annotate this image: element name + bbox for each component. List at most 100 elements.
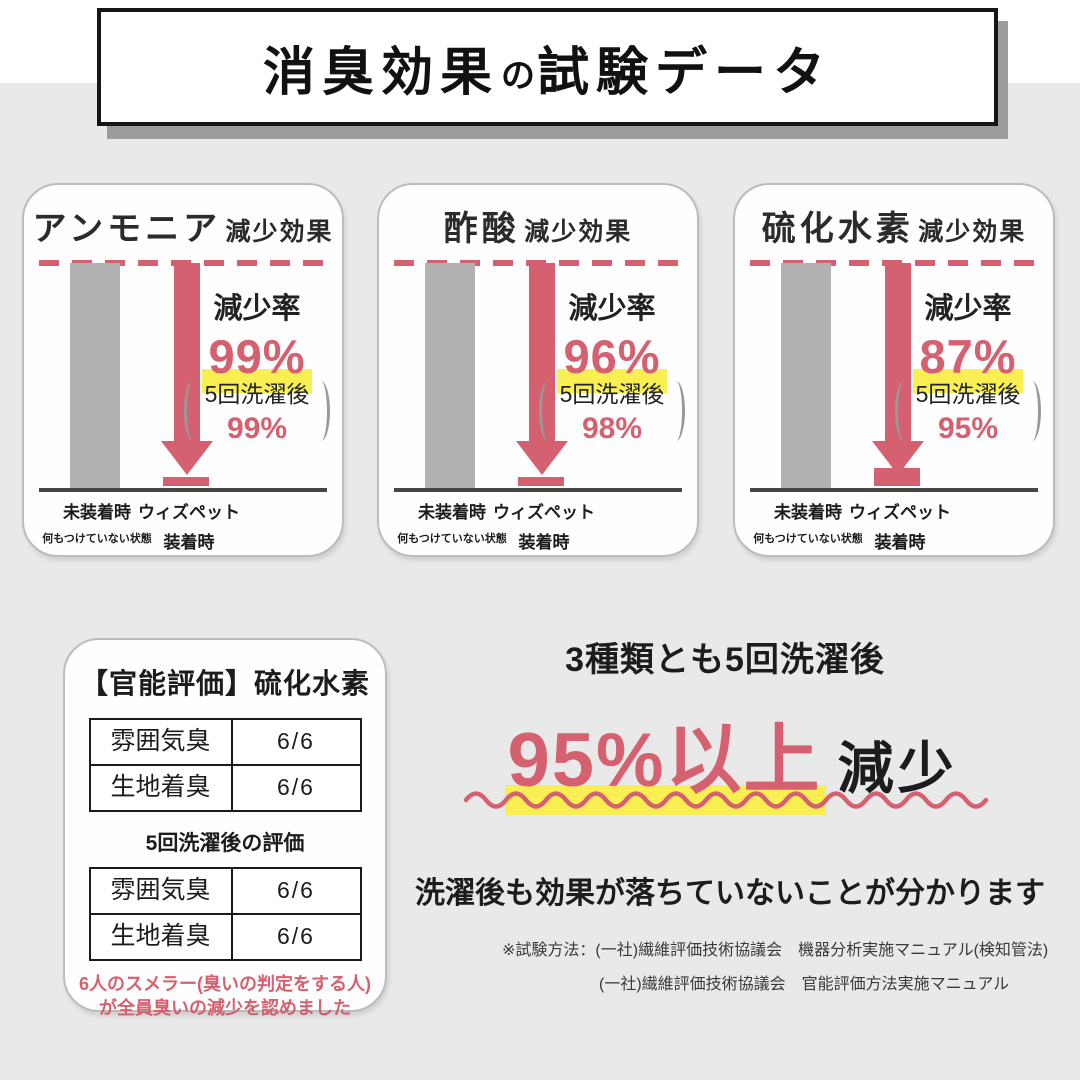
row-label: 生地着臭 — [91, 915, 233, 959]
bar-after — [874, 468, 920, 486]
after-wash-value: 98% — [581, 412, 643, 445]
chart-title-main: 酢酸 — [443, 210, 520, 248]
rate-block: 減少率 99% — [174, 285, 340, 393]
chart-title-suffix: 減少効果 — [524, 218, 633, 246]
table-row: 生地着臭 6/6 — [90, 764, 360, 810]
sensory-note: 6人のスメラー(臭いの判定をする人) が全員臭いの減少を認めました — [65, 972, 385, 1020]
x-label-before: 未装着時 何もつけていない状態 — [34, 498, 160, 546]
summary-big-black: 減少 — [837, 737, 958, 800]
x-label-after-main: ウィズペット — [849, 503, 951, 522]
row-value: 6/6 — [277, 923, 315, 949]
rate-value-text: 96% — [563, 330, 661, 383]
bar-after — [518, 477, 564, 486]
rate-block: 減少率 87% — [885, 285, 1051, 393]
sensory-note-line1: 6人のスメラー(臭いの判定をする人) — [79, 974, 371, 994]
right-paren-icon — [312, 380, 331, 441]
after-wash-label: 5回洗濯後 — [559, 381, 665, 407]
x-label-before: 未装着時 何もつけていない状態 — [389, 498, 515, 546]
chart-title-suffix: 減少効果 — [918, 218, 1027, 246]
after-wash-label: 5回洗濯後 — [915, 381, 1021, 407]
rate-value: 99% — [202, 329, 312, 393]
rate-label: 減少率 — [213, 293, 301, 325]
after-wash-inner: 5回洗濯後 95% — [916, 375, 1021, 446]
rate-label: 減少率 — [924, 293, 1012, 325]
bar-after — [163, 477, 209, 486]
sensory-subtitle: 5回洗濯後の評価 — [145, 832, 305, 855]
x-label-before-main: 未装着時 — [418, 503, 486, 522]
table-row: 雰囲気臭 6/6 — [91, 869, 360, 913]
summary-big-red: 95%以上 — [505, 698, 826, 815]
row-label: 雰囲気臭 — [91, 869, 233, 913]
axis-baseline — [394, 488, 682, 492]
chart-card-hydrogen-sulfide: 硫化水素 減少効果 減少率 87% 5回洗濯後 95% 未装着時 何もつけていな… — [733, 183, 1055, 557]
rate-value: 87% — [913, 329, 1023, 393]
x-label-before-sub: 何もつけていない状態 — [397, 533, 507, 545]
rate-block: 減少率 96% — [529, 285, 695, 393]
footnote-line1: ※試験方法：(一社)繊維評価技術協議会 機器分析実施マニュアル(検知管法) — [502, 942, 1049, 959]
after-wash-value: 99% — [226, 412, 288, 445]
after-wash-inner: 5回洗濯後 99% — [205, 375, 310, 446]
row-value: 6/6 — [277, 877, 315, 903]
page-title-part2: の — [501, 56, 535, 95]
row-value: 6/6 — [277, 728, 315, 754]
table-row: 雰囲気臭 6/6 — [91, 720, 360, 764]
rate-value-text: 87% — [919, 330, 1017, 383]
right-paren-icon — [1023, 380, 1042, 441]
sensory-note-line2: が全員臭いの減少を認めました — [99, 998, 351, 1018]
wavy-underline-icon — [463, 791, 989, 809]
chart-title-suffix: 減少効果 — [225, 218, 334, 246]
page-title-part1: 消臭効果 — [262, 43, 499, 102]
page-title: 消臭効果 の 試験データ — [97, 8, 998, 126]
chart-title: 硫化水素 減少効果 — [735, 201, 1053, 250]
row-label: 雰囲気臭 — [91, 720, 233, 764]
left-paren-icon — [538, 380, 557, 441]
after-wash-value: 95% — [937, 412, 999, 445]
chart-title: アンモニア 減少効果 — [24, 201, 342, 250]
x-label-after-sub: 装着時 — [874, 533, 926, 552]
x-label-before: 未装着時 何もつけていない状態 — [745, 498, 871, 546]
after-wash-label: 5回洗濯後 — [204, 381, 310, 407]
x-label-after-sub: 装着時 — [518, 533, 570, 552]
down-arrow-head-icon — [161, 441, 213, 475]
chart-title-main: アンモニア — [32, 210, 222, 248]
chart-title: 酢酸 減少効果 — [379, 201, 697, 250]
left-paren-icon — [894, 380, 913, 441]
x-label-after: ウィズペット 装着時 — [126, 498, 252, 553]
x-label-before-main: 未装着時 — [774, 503, 842, 522]
after-wash-note: 5回洗濯後 98% — [527, 375, 697, 446]
sensory-evaluation-card: 【官能評価】硫化水素 雰囲気臭 6/6 生地着臭 6/6 5回洗濯後の評価 雰囲… — [63, 638, 387, 1018]
axis-baseline — [750, 488, 1038, 492]
after-wash-note: 5回洗濯後 99% — [172, 375, 342, 446]
row-label: 生地着臭 — [91, 766, 233, 810]
chart-title-main: 硫化水素 — [761, 210, 914, 248]
axis-baseline — [39, 488, 327, 492]
rate-value: 96% — [557, 329, 667, 393]
right-paren-icon — [667, 380, 686, 441]
x-label-after: ウィズペット 装着時 — [837, 498, 963, 553]
left-paren-icon — [183, 380, 202, 441]
x-label-after-sub: 装着時 — [163, 533, 215, 552]
rate-value-text: 99% — [208, 330, 306, 383]
bar-before — [70, 263, 120, 488]
after-wash-inner: 5回洗濯後 98% — [560, 375, 665, 446]
x-label-before-sub: 何もつけていない状態 — [42, 533, 152, 545]
sensory-table-after-wash: 雰囲気臭 6/6 生地着臭 6/6 — [88, 867, 362, 961]
x-label-after-main: ウィズペット — [138, 503, 240, 522]
x-label-before-main: 未装着時 — [63, 503, 131, 522]
down-arrow-head-icon — [516, 441, 568, 475]
footnote-line2: (一社)繊維評価技術協議会 官能評価方法実施マニュアル — [599, 976, 1010, 993]
chart-card-acetic-acid: 酢酸 減少効果 減少率 96% 5回洗濯後 98% 未装着時 何もつけていない状… — [377, 183, 699, 557]
after-wash-note: 5回洗濯後 95% — [883, 375, 1053, 446]
page-title-part3: 試験データ — [537, 43, 833, 102]
x-label-after-main: ウィズペット — [493, 503, 595, 522]
rate-label: 減少率 — [568, 293, 656, 325]
summary-bigline: 95%以上 減少 — [420, 698, 1045, 815]
sensory-title: 【官能評価】硫化水素 — [79, 668, 370, 699]
summary-explain: 洗濯後も効果が落ちていないことが分かります — [415, 877, 1045, 910]
bar-before — [781, 263, 831, 488]
sensory-table-initial: 雰囲気臭 6/6 生地着臭 6/6 — [88, 718, 362, 812]
bar-before — [425, 263, 475, 488]
table-row: 生地着臭 6/6 — [90, 913, 360, 959]
x-label-after: ウィズペット 装着時 — [481, 498, 607, 553]
row-value: 6/6 — [277, 774, 315, 800]
